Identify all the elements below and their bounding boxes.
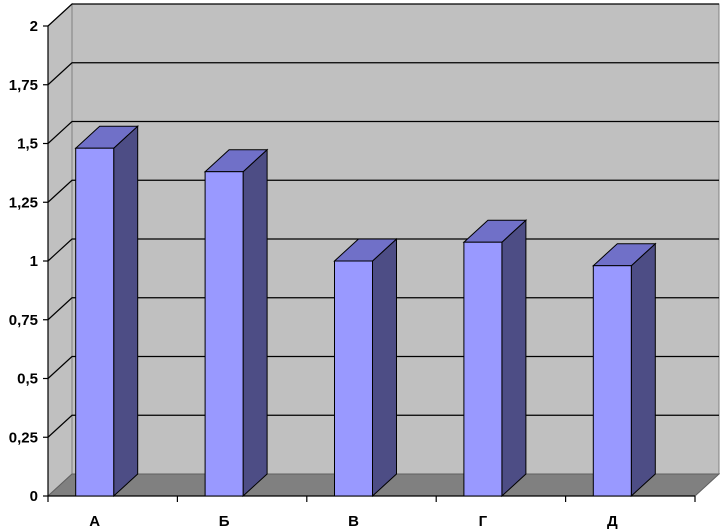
bar-side-face <box>372 237 397 498</box>
bar-Д <box>592 242 657 498</box>
bar-front-face <box>204 171 244 497</box>
gridline <box>47 3 719 27</box>
x-tick-label: А <box>89 513 100 530</box>
bar-side-face <box>113 125 139 498</box>
x-tick-label: Б <box>219 513 230 530</box>
bar-side-face <box>242 148 268 498</box>
y-tick-label: 0,25 <box>9 429 38 446</box>
gridline <box>47 120 719 144</box>
bar-front-face <box>334 260 373 497</box>
y-tick-label: 1,75 <box>9 77 38 94</box>
bar-side-face <box>501 219 527 498</box>
bars <box>74 125 657 498</box>
x-tick-label: В <box>348 513 359 530</box>
y-tick-label: 1,25 <box>9 194 38 211</box>
x-tick-labels: А Б В Г Д <box>89 513 618 530</box>
bar-front-face <box>463 241 503 497</box>
x-tick-label: Д <box>607 513 618 530</box>
x-tick-label: Г <box>479 513 488 530</box>
bar-front-face <box>75 147 115 497</box>
bar-front-face <box>592 265 632 497</box>
bar-А <box>74 125 139 498</box>
gridline <box>47 62 719 86</box>
bar-Б <box>203 148 269 498</box>
y-tick-label: 0 <box>30 488 38 505</box>
gridline <box>47 179 719 203</box>
bar-В <box>333 237 398 498</box>
bar-Г <box>462 219 528 498</box>
y-tick-label: 2 <box>30 18 38 35</box>
y-tick-label: 1 <box>30 253 38 270</box>
y-tick-labels: 0 0,25 0,5 0,75 1 1,25 1,5 1,75 2 <box>9 18 38 505</box>
y-tick-label: 0,5 <box>17 371 38 388</box>
y-tick-label: 1,5 <box>17 136 38 153</box>
y-tick-label: 0,75 <box>9 312 38 329</box>
bar-side-face <box>630 242 656 498</box>
